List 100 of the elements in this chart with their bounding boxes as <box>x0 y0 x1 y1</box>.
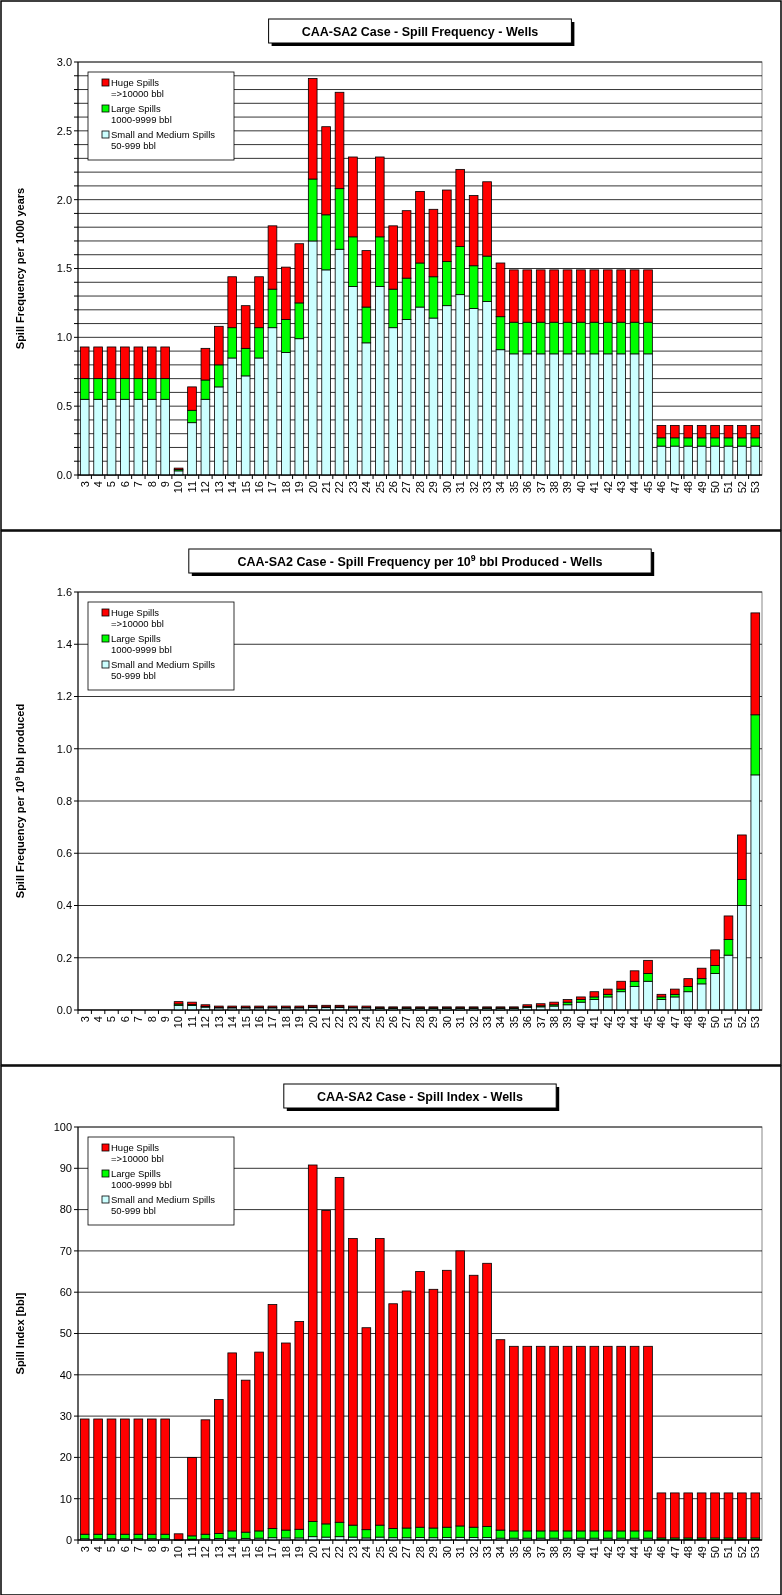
x-tick-label: 10 <box>172 1016 185 1029</box>
x-tick-label: 9 <box>159 1546 172 1553</box>
y-tick-label: 1.0 <box>56 742 72 755</box>
x-tick-label: 17 <box>266 1546 279 1559</box>
x-tick-label: 48 <box>682 481 695 494</box>
x-tick-label: 40 <box>574 1016 587 1029</box>
x-tick-label: 6 <box>118 1016 131 1023</box>
x-tick-label: 10 <box>172 481 185 494</box>
y-tick-label: 30 <box>59 1409 72 1422</box>
y-tick-label: 1.4 <box>56 638 72 651</box>
x-tick-label: 40 <box>574 1546 587 1559</box>
legend-label: Large Spills 1000-9999 bbl <box>111 103 172 125</box>
x-tick-label: 19 <box>293 481 306 494</box>
x-tick-label: 41 <box>588 481 601 494</box>
x-tick-label: 24 <box>360 1546 373 1559</box>
x-tick-label: 35 <box>507 1546 520 1559</box>
x-tick-label: 37 <box>534 481 547 494</box>
x-tick-label: 24 <box>360 1016 373 1029</box>
x-tick-label: 17 <box>266 481 279 494</box>
x-tick-label: 44 <box>628 481 641 494</box>
x-tick-label: 42 <box>601 481 614 494</box>
x-tick-label: 29 <box>427 481 440 494</box>
x-tick-label: 20 <box>306 481 319 494</box>
x-tick-label: 23 <box>346 481 359 494</box>
x-tick-label: 48 <box>682 1016 695 1029</box>
x-tick-label: 13 <box>212 1546 225 1559</box>
y-tick-label: 0.8 <box>56 794 72 807</box>
x-tick-label: 36 <box>521 1016 534 1029</box>
x-tick-label: 21 <box>319 481 332 494</box>
x-tick-label: 46 <box>655 481 668 494</box>
x-tick-label: 52 <box>735 481 748 494</box>
x-tick-label: 48 <box>682 1546 695 1559</box>
y-tick-label: 40 <box>59 1368 72 1381</box>
chart-title: CAA-SA2 Case - Spill Frequency - Wells <box>301 25 539 39</box>
x-tick-label: 30 <box>440 1016 453 1029</box>
x-tick-label: 32 <box>467 1016 480 1029</box>
x-tick-label: 41 <box>588 1546 601 1559</box>
x-tick-label: 6 <box>118 481 131 488</box>
x-tick-label: 22 <box>333 1546 346 1559</box>
x-tick-label: 25 <box>373 481 386 494</box>
x-tick-label: 36 <box>521 481 534 494</box>
legend-label: Small and Medium Spills 50-999 bbl <box>111 659 216 681</box>
y-tick-label: 1.5 <box>56 262 72 275</box>
x-tick-label: 26 <box>387 1016 400 1029</box>
x-tick-label: 3 <box>78 481 91 488</box>
y-tick-label: 1.2 <box>56 690 72 703</box>
y-tick-label: 3.0 <box>56 55 72 68</box>
x-tick-label: 40 <box>574 481 587 494</box>
x-tick-label: 27 <box>400 1546 413 1559</box>
x-tick-label: 16 <box>252 1546 265 1559</box>
x-tick-label: 45 <box>641 1546 654 1559</box>
x-tick-label: 30 <box>440 481 453 494</box>
legend-label: Huge Spills =>10000 bbl <box>111 607 164 629</box>
x-tick-label: 14 <box>226 1546 239 1559</box>
x-tick-label: 45 <box>641 481 654 494</box>
y-tick-label: 10 <box>59 1492 72 1505</box>
x-tick-label: 46 <box>655 1016 668 1029</box>
x-tick-label: 43 <box>615 481 628 494</box>
legend-label: Small and Medium Spills 50-999 bbl <box>111 129 216 151</box>
y-tick-label: 2.5 <box>56 124 72 137</box>
x-tick-label: 44 <box>628 1016 641 1029</box>
x-tick-label: 15 <box>239 481 252 494</box>
y-tick-label: 2.0 <box>56 193 72 206</box>
x-tick-label: 28 <box>413 1016 426 1029</box>
y-axis-title: Spill Frequency per 1000 years <box>14 187 26 350</box>
x-tick-label: 22 <box>333 481 346 494</box>
x-tick-label: 26 <box>387 481 400 494</box>
x-tick-label: 8 <box>145 481 158 488</box>
x-tick-label: 41 <box>588 1016 601 1029</box>
x-tick-label: 30 <box>440 1546 453 1559</box>
x-tick-label: 19 <box>293 1016 306 1029</box>
legend-label: Huge Spills =>10000 bbl <box>111 1142 164 1164</box>
x-tick-label: 16 <box>252 481 265 494</box>
x-tick-label: 20 <box>306 1546 319 1559</box>
x-tick-label: 43 <box>615 1016 628 1029</box>
x-tick-label: 37 <box>534 1016 547 1029</box>
y-tick-label: 0.6 <box>56 847 72 860</box>
x-tick-label: 19 <box>293 1546 306 1559</box>
x-tick-label: 24 <box>360 481 373 494</box>
x-tick-label: 11 <box>185 1546 198 1558</box>
chart-title: CAA-SA2 Case - Spill Frequency per 10$^{9}$ bbl Produced - Wells <box>237 553 603 569</box>
x-tick-label: 12 <box>199 481 212 494</box>
x-tick-label: 32 <box>467 481 480 494</box>
x-tick-label: 34 <box>494 1546 507 1559</box>
y-tick-label: 90 <box>59 1162 72 1175</box>
x-tick-label: 50 <box>708 1546 721 1559</box>
x-tick-label: 47 <box>668 1016 681 1029</box>
x-tick-label: 39 <box>561 1546 574 1559</box>
x-tick-label: 6 <box>118 1546 131 1553</box>
x-tick-label: 32 <box>467 1546 480 1559</box>
x-tick-label: 35 <box>507 481 520 494</box>
x-tick-label: 46 <box>655 1546 668 1559</box>
x-tick-label: 34 <box>494 1016 507 1029</box>
y-tick-label: 0.0 <box>56 1003 72 1016</box>
x-tick-label: 17 <box>266 1016 279 1029</box>
x-tick-label: 36 <box>521 1546 534 1559</box>
x-tick-label: 53 <box>749 1546 762 1559</box>
x-tick-label: 18 <box>279 1546 292 1559</box>
x-tick-label: 21 <box>319 1546 332 1559</box>
x-tick-label: 23 <box>346 1016 359 1029</box>
